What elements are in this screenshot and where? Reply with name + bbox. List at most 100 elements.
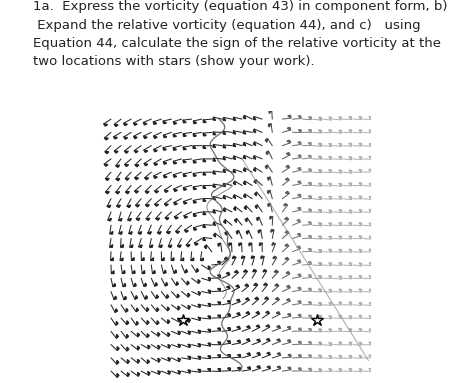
Polygon shape: [328, 329, 331, 332]
Polygon shape: [247, 353, 250, 355]
Polygon shape: [153, 270, 155, 273]
Polygon shape: [359, 236, 362, 239]
Polygon shape: [191, 258, 194, 260]
Polygon shape: [198, 369, 201, 372]
Polygon shape: [369, 303, 372, 306]
Polygon shape: [319, 117, 321, 120]
Polygon shape: [183, 174, 186, 177]
Polygon shape: [233, 143, 236, 147]
Polygon shape: [309, 117, 311, 119]
Polygon shape: [319, 342, 321, 345]
Polygon shape: [154, 149, 157, 152]
Polygon shape: [369, 196, 372, 200]
Polygon shape: [286, 165, 290, 167]
Polygon shape: [349, 263, 352, 266]
Polygon shape: [329, 355, 331, 358]
Polygon shape: [359, 355, 362, 358]
Polygon shape: [229, 243, 231, 246]
Polygon shape: [114, 296, 117, 300]
Polygon shape: [188, 356, 191, 359]
Polygon shape: [298, 328, 301, 331]
Polygon shape: [369, 263, 372, 266]
Polygon shape: [275, 298, 279, 300]
Polygon shape: [266, 325, 270, 327]
Polygon shape: [285, 244, 289, 246]
Polygon shape: [236, 285, 239, 287]
Polygon shape: [276, 312, 280, 314]
Polygon shape: [116, 192, 119, 194]
Polygon shape: [298, 168, 301, 170]
Polygon shape: [183, 134, 186, 136]
Polygon shape: [264, 297, 268, 299]
Polygon shape: [148, 372, 150, 375]
Polygon shape: [218, 369, 220, 372]
Polygon shape: [339, 369, 341, 372]
Polygon shape: [178, 358, 181, 362]
Polygon shape: [117, 360, 119, 364]
Polygon shape: [299, 130, 301, 133]
Polygon shape: [174, 189, 177, 192]
Polygon shape: [164, 175, 167, 178]
Polygon shape: [173, 161, 177, 164]
Polygon shape: [173, 147, 176, 150]
Polygon shape: [127, 205, 131, 208]
Polygon shape: [319, 289, 321, 292]
Polygon shape: [244, 194, 246, 198]
Polygon shape: [108, 218, 111, 221]
Polygon shape: [270, 216, 273, 219]
Polygon shape: [237, 367, 240, 370]
Polygon shape: [185, 269, 187, 273]
Polygon shape: [369, 156, 372, 159]
Polygon shape: [228, 328, 230, 331]
Polygon shape: [188, 331, 191, 334]
Polygon shape: [359, 183, 362, 186]
Polygon shape: [237, 313, 240, 315]
Polygon shape: [253, 156, 256, 159]
Polygon shape: [164, 270, 166, 273]
Polygon shape: [369, 329, 372, 332]
Polygon shape: [155, 283, 157, 286]
Polygon shape: [359, 342, 362, 345]
Polygon shape: [265, 139, 267, 142]
Polygon shape: [254, 283, 258, 285]
Polygon shape: [213, 196, 216, 200]
Polygon shape: [224, 220, 226, 224]
Polygon shape: [236, 231, 239, 234]
Polygon shape: [308, 143, 311, 145]
Polygon shape: [369, 169, 372, 172]
Polygon shape: [243, 155, 246, 159]
Polygon shape: [329, 236, 331, 239]
Polygon shape: [218, 288, 220, 291]
Polygon shape: [125, 165, 128, 167]
Polygon shape: [309, 329, 311, 331]
Polygon shape: [319, 303, 321, 306]
Polygon shape: [104, 138, 108, 140]
Polygon shape: [134, 136, 137, 139]
Polygon shape: [166, 232, 170, 234]
Polygon shape: [243, 142, 246, 146]
Polygon shape: [359, 249, 362, 252]
Polygon shape: [232, 256, 236, 259]
Polygon shape: [126, 308, 128, 312]
Polygon shape: [298, 274, 301, 277]
Polygon shape: [224, 257, 228, 259]
Polygon shape: [308, 249, 311, 251]
Polygon shape: [137, 359, 139, 363]
Polygon shape: [266, 339, 270, 341]
Polygon shape: [223, 131, 226, 134]
Polygon shape: [164, 204, 168, 206]
Polygon shape: [267, 352, 270, 355]
Polygon shape: [298, 142, 301, 144]
Polygon shape: [135, 178, 138, 180]
Polygon shape: [319, 236, 321, 239]
Polygon shape: [208, 329, 210, 332]
Polygon shape: [193, 228, 197, 230]
Polygon shape: [329, 157, 331, 159]
Polygon shape: [223, 157, 226, 160]
Polygon shape: [138, 232, 142, 234]
Polygon shape: [158, 345, 160, 349]
Polygon shape: [369, 249, 372, 252]
Polygon shape: [349, 302, 351, 305]
Polygon shape: [111, 271, 114, 273]
Polygon shape: [174, 270, 177, 273]
